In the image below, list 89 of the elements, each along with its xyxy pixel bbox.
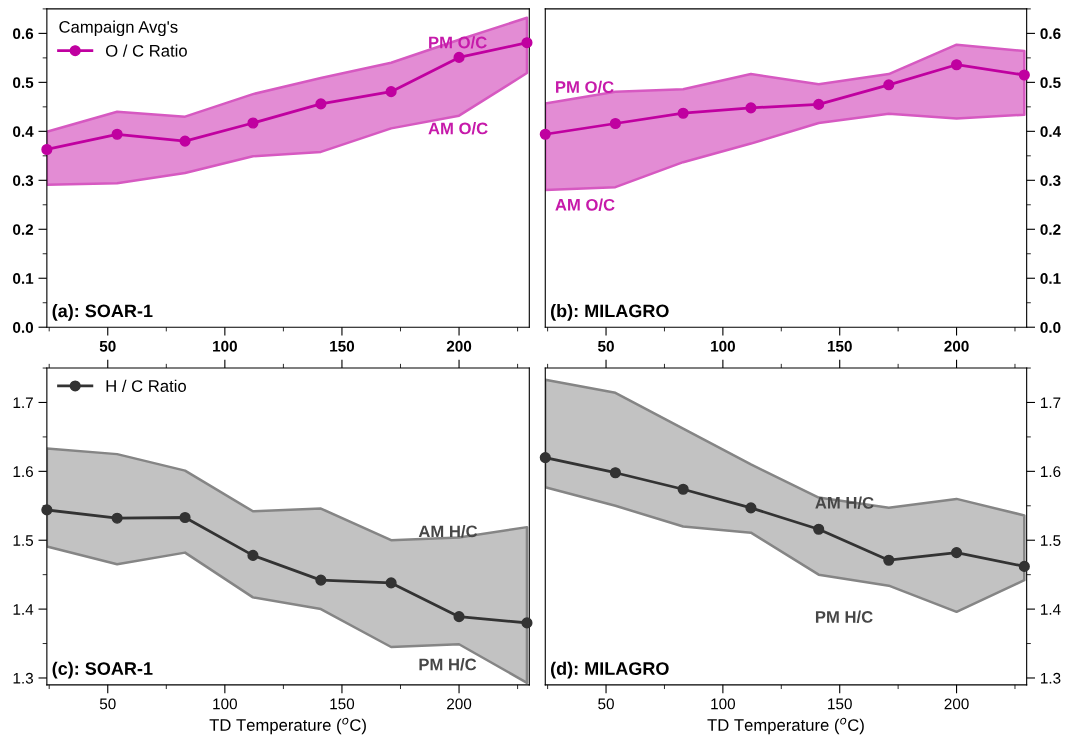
legend-title: Campaign Avg's: [59, 20, 178, 37]
annotation: PM O/C: [556, 80, 614, 94]
annotation: PM H/C: [419, 658, 477, 671]
point: [247, 549, 259, 561]
annotation: AM O/C: [428, 122, 488, 135]
y-tick-label: 1.6: [13, 466, 33, 478]
x-tick-label: 200: [447, 698, 472, 710]
point: [385, 577, 397, 589]
annotation: AM O/C: [555, 198, 615, 211]
point: [539, 128, 551, 140]
y-tick-label: 0.5: [13, 77, 34, 89]
text: (a): SOAR-1: [52, 304, 153, 321]
y2-tick-label: 0.2: [1040, 224, 1061, 235]
annotation: AM H/C: [815, 496, 874, 509]
legend-label: H / C Ratio: [106, 379, 186, 392]
x-tick-label: 200: [944, 698, 969, 710]
point: [385, 86, 397, 98]
x-tick-label: 100: [711, 340, 735, 352]
point: [745, 502, 757, 514]
x-tick-label: 50: [598, 340, 614, 352]
point: [41, 504, 53, 516]
y2-tick-label: 0.1: [1040, 273, 1061, 284]
x-tick-label: 150: [330, 698, 355, 710]
annotation: PM O/C: [429, 36, 487, 49]
point: [950, 59, 963, 71]
legend-label: O / C Ratio: [105, 44, 187, 57]
point: [813, 523, 825, 535]
x-tick-label: 100: [213, 340, 237, 352]
point: [813, 98, 825, 110]
y-tick-label: 0.6: [13, 28, 34, 40]
point: [521, 617, 533, 629]
x-tick-label: 150: [828, 698, 852, 710]
x-tick-label: 200: [944, 340, 969, 352]
y2-tick-label: 0.4: [1040, 126, 1062, 138]
point: [521, 37, 533, 49]
point: [315, 574, 327, 586]
y2-tick-label: 1.4: [1041, 604, 1061, 615]
x-tick-label: 100: [711, 698, 736, 710]
annotation: PM H/C: [815, 610, 873, 623]
x-tick-label: 200: [446, 340, 472, 352]
y-tick-label: 1.4: [13, 604, 34, 615]
y-tick-label: 0.2: [13, 224, 34, 235]
point: [883, 554, 895, 566]
y2-tick-label: 1.6: [1041, 466, 1061, 478]
x-tick-label: 50: [598, 698, 614, 710]
y2-tick-label: 0.3: [1040, 175, 1061, 187]
point: [745, 102, 757, 114]
y-tick-label: 1.7: [13, 397, 33, 409]
y-tick-label: 0.0: [13, 322, 34, 333]
text: (c): SOAR-1: [52, 661, 153, 679]
point: [1018, 69, 1030, 81]
x-tick-label: 50: [99, 340, 116, 352]
y-tick-label: 0.1: [13, 273, 34, 284]
point: [453, 611, 465, 623]
point: [179, 511, 191, 524]
point: [315, 98, 327, 110]
y-tick-label: 1.5: [13, 535, 34, 546]
y2-tick-label: 0.6: [1040, 28, 1061, 40]
point: [609, 117, 621, 130]
point: [609, 467, 621, 479]
x-axis-title: TD Temperature ($^{o}$C): [209, 717, 366, 735]
point: [111, 128, 123, 140]
point: [179, 135, 191, 147]
point: [1018, 560, 1030, 572]
point: [950, 547, 963, 559]
y-tick-label: 0.4: [13, 126, 34, 138]
y2-tick-label: 1.7: [1041, 397, 1061, 409]
point: [247, 117, 259, 129]
y2-tick-label: 1.3: [1041, 672, 1061, 684]
y-tick-label: 0.3: [13, 175, 34, 187]
x-tick-label: 50: [99, 698, 116, 710]
point: [677, 107, 689, 119]
y2-tick-label: 0.5: [1040, 77, 1061, 89]
point: [111, 512, 123, 524]
x-tick-label: 150: [827, 340, 852, 352]
text: (b): MILAGRO: [550, 304, 669, 321]
x-tick-label: 150: [330, 340, 355, 352]
y-tick-label: 1.3: [13, 672, 33, 684]
x-tick-label: 100: [213, 698, 237, 710]
point: [883, 79, 895, 91]
x-axis-title: TD Temperature ($^{o}$C): [707, 717, 864, 735]
point: [539, 452, 551, 464]
point: [453, 51, 465, 63]
y2-tick-label: 1.5: [1041, 535, 1061, 546]
y2-tick-label: 0.0: [1040, 322, 1061, 333]
annotation: AM H/C: [418, 525, 478, 538]
point: [677, 483, 689, 495]
text: (d): MILAGRO: [550, 661, 669, 679]
point: [41, 143, 53, 156]
